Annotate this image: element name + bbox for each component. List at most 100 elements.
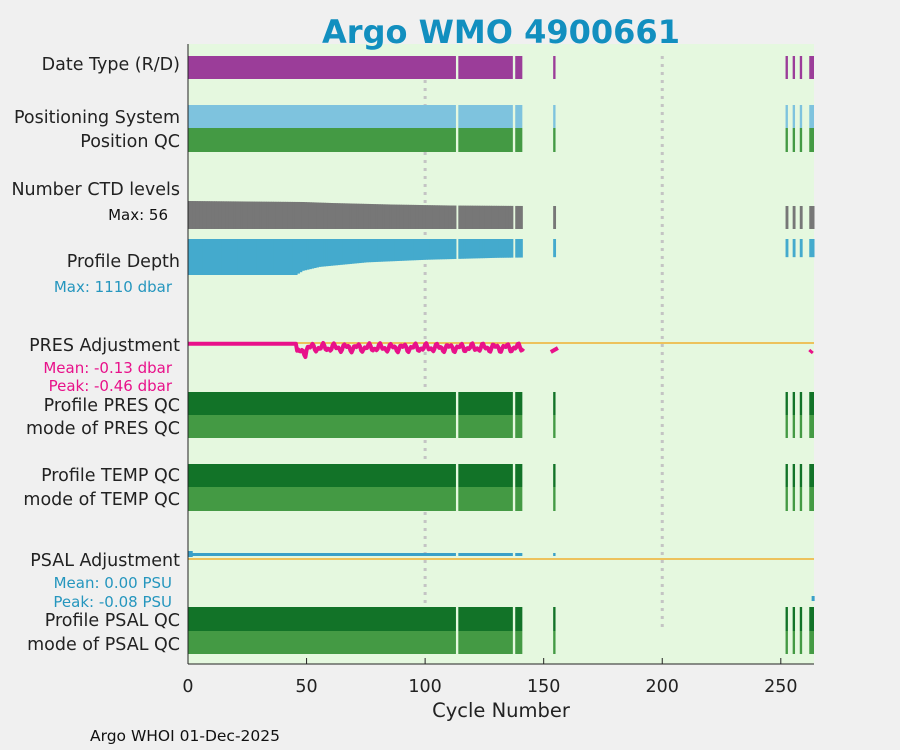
psalqc-bar <box>799 607 803 631</box>
depth-bar <box>434 239 438 260</box>
depth-bar <box>361 239 364 263</box>
depth-bar <box>413 239 417 261</box>
depth-bar <box>306 239 310 270</box>
possys-bar <box>799 105 803 128</box>
depth-bar <box>273 239 277 275</box>
datetype-bar <box>799 56 803 79</box>
depth-bar <box>441 239 445 260</box>
presmode-bar <box>785 415 788 438</box>
depth-bar <box>365 239 369 263</box>
tempmode-bar <box>553 487 556 511</box>
nlev-bar <box>349 203 353 229</box>
row-presadj <box>187 341 814 359</box>
depth-bar <box>474 239 478 259</box>
presqc-bar <box>799 392 803 415</box>
depth-bar <box>275 239 279 275</box>
depth-bar <box>446 239 450 260</box>
nlev-bar <box>799 206 803 229</box>
nlev-bar <box>304 202 308 229</box>
nlev-bar <box>294 201 298 229</box>
datetype-bar <box>458 56 513 79</box>
depth-bar <box>237 239 241 275</box>
depth-bar <box>370 239 374 263</box>
posqc-bar <box>785 128 788 152</box>
nlev-bar <box>325 202 329 229</box>
depth-bar <box>410 239 414 261</box>
depth-bar <box>242 239 246 275</box>
psal-adjustment-series <box>188 551 193 557</box>
row-presmode <box>188 415 814 438</box>
datetype-bar <box>553 56 556 79</box>
nlev-bar <box>460 205 464 229</box>
nlev-bar <box>190 201 194 229</box>
depth-bar <box>330 239 334 266</box>
nlev-bar <box>422 205 426 229</box>
depth-bar <box>204 239 208 275</box>
depth-bar <box>351 239 355 264</box>
depth-bar <box>233 239 236 275</box>
depth-bar <box>346 239 350 265</box>
psal-adjustment-series <box>458 553 513 556</box>
presqc-bar <box>792 392 796 415</box>
nlev-bar <box>356 203 360 229</box>
depth-bar <box>444 239 447 260</box>
nlev-bar <box>353 203 357 229</box>
nlev-bar <box>444 205 447 229</box>
presqc-bar <box>515 392 523 415</box>
x-tick-label: 150 <box>527 677 560 697</box>
nlev-bar <box>380 204 383 229</box>
presmode-bar <box>792 415 796 438</box>
depth-bar <box>337 239 341 266</box>
nlev-bar <box>406 204 410 229</box>
depth-bar <box>465 239 469 259</box>
psalqc-bar <box>188 607 456 631</box>
possys-bar <box>458 105 513 128</box>
depth-bar <box>498 239 502 258</box>
posqc-bar <box>515 128 523 152</box>
depth-bar <box>396 239 400 262</box>
depth-bar <box>453 239 457 259</box>
depth-bar <box>206 239 210 275</box>
nlev-bar <box>202 201 206 229</box>
nlev-bar <box>273 201 277 229</box>
psal-adjustment-series <box>553 553 556 556</box>
tempqc-bar <box>785 464 788 487</box>
nlev-bar <box>316 202 319 229</box>
depth-bar <box>256 239 260 275</box>
nlev-bar <box>192 201 196 229</box>
row-psalmode <box>188 631 814 654</box>
depth-bar <box>311 239 315 269</box>
nlev-bar <box>401 204 405 229</box>
depth-bar <box>249 239 253 275</box>
presqc-bar <box>458 392 513 415</box>
psal-adjustment-series <box>188 553 456 556</box>
posqc-bar <box>792 128 796 152</box>
depth-bar <box>209 239 213 275</box>
depth-bar <box>489 239 493 259</box>
depth-bar <box>356 239 360 264</box>
depth-bar <box>406 239 410 261</box>
nlev-bar <box>491 205 495 229</box>
nlev-bar <box>389 204 393 229</box>
nlev-bar <box>394 204 398 229</box>
pres-adjustment-series <box>808 348 814 355</box>
nlev-bar <box>413 204 417 229</box>
row-psaladj <box>188 551 815 601</box>
nlev-bar <box>344 203 348 229</box>
nlev-bar <box>299 201 303 229</box>
depth-bar <box>197 239 201 275</box>
nlev-bar <box>515 205 519 229</box>
depth-bar <box>263 239 267 275</box>
depth-bar <box>192 239 196 275</box>
depth-bar <box>384 239 388 262</box>
depth-bar <box>375 239 379 262</box>
row-label-tempmode: mode of TEMP QC <box>23 490 180 510</box>
nlev-bar <box>287 201 291 229</box>
nlev-bar <box>496 205 500 229</box>
nlev-bar <box>327 202 331 229</box>
nlev-bar <box>519 205 523 229</box>
nlev-bar <box>477 205 481 229</box>
row-datetype <box>188 56 814 79</box>
nlev-bar <box>448 205 452 229</box>
nlev-bar <box>503 205 507 229</box>
